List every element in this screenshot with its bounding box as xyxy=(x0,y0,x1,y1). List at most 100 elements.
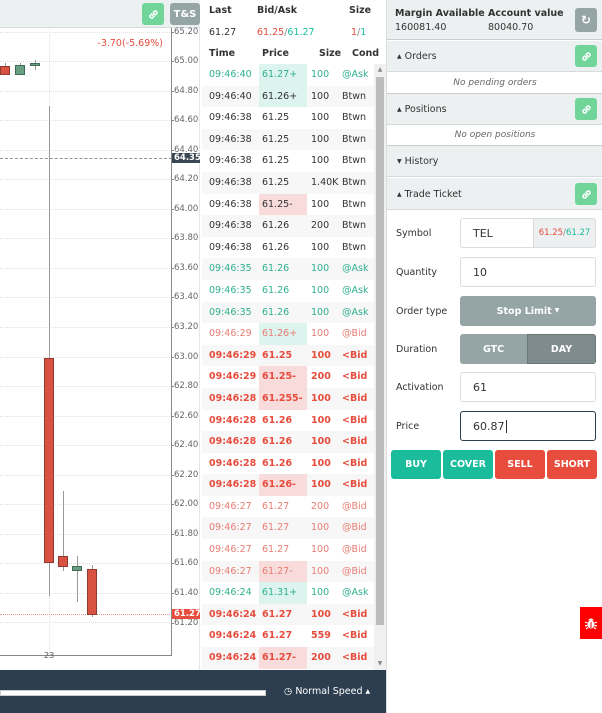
ts-size: 100 xyxy=(311,284,330,296)
ts-time: 09:46:28 xyxy=(209,457,257,469)
trade-ticket-section-header[interactable]: ▲ Trade Ticket xyxy=(387,178,602,210)
ts-row: 09:46:35 61.26 100 @Ask xyxy=(202,258,374,280)
col-price: Price xyxy=(262,48,289,59)
ts-size: 200 xyxy=(311,652,331,664)
ts-row: 09:46:38 61.25- 100 Btwn xyxy=(202,193,374,216)
ts-cond: <Bid xyxy=(342,436,368,448)
orders-section-header[interactable]: ▲ Orders xyxy=(387,41,602,72)
ts-price: 61.27+ xyxy=(259,64,307,86)
time-and-sales-button[interactable]: T&S xyxy=(170,3,200,25)
duration-gtc-button[interactable]: GTC xyxy=(460,334,527,364)
quote-header: Last Bid/Ask Size 61.27 61.25/61.27 1/1 xyxy=(200,0,386,44)
short-button[interactable]: SHORT xyxy=(547,450,597,479)
playback-progress[interactable] xyxy=(0,690,266,696)
scroll-thumb[interactable] xyxy=(376,77,384,625)
size-label: Size xyxy=(349,5,372,16)
ts-time: 09:46:35 xyxy=(209,306,252,318)
ts-cond: <Bid xyxy=(342,479,368,491)
caret-down-icon: ▼ xyxy=(397,158,402,165)
ts-row: 09:46:24 61.27- 200 <Bid xyxy=(202,647,374,669)
price-input[interactable]: 60.87 xyxy=(460,411,596,441)
ts-size: 100 xyxy=(311,587,330,599)
last-price-line xyxy=(0,614,171,615)
account-panel: Margin Available 160081.40 Account value… xyxy=(386,0,602,713)
bug-report-button[interactable] xyxy=(580,607,602,639)
ts-time: 09:46:29 xyxy=(209,328,252,340)
ts-cond: @Ask xyxy=(342,587,369,599)
ts-price: 61.255- xyxy=(259,387,307,410)
ts-time: 09:46:24 xyxy=(209,587,252,599)
x-axis-tick: 23 xyxy=(44,651,55,660)
ts-price: 61.27 xyxy=(262,522,290,534)
ts-column-headers: Time Price Size Cond xyxy=(200,44,380,64)
ts-size: 100 xyxy=(311,522,330,534)
ts-size: 100 xyxy=(311,198,330,210)
ts-cond: @Bid xyxy=(342,522,367,534)
ts-table[interactable]: 09:46:40 61.27+ 100 @Ask 09:46:40 61.26+ 100 Bt… xyxy=(202,64,374,670)
ts-row: 09:46:27 61.27- 100 @Bid xyxy=(202,560,374,583)
cover-button[interactable]: COVER xyxy=(443,450,493,479)
ts-price: 61.27 xyxy=(262,500,290,512)
positions-link-button[interactable] xyxy=(575,98,597,120)
bid-ask-label: Bid/Ask xyxy=(257,5,298,16)
order-type-dropdown[interactable]: Stop Limit ▼ xyxy=(460,296,596,326)
ts-price: 61.27 xyxy=(262,544,290,556)
trade-ticket-link-button[interactable] xyxy=(575,183,597,205)
ts-row: 09:46:24 61.27 100 <Bid xyxy=(202,603,374,626)
quantity-input[interactable]: 10 xyxy=(460,257,596,287)
ts-row: 09:46:38 61.25 100 Btwn xyxy=(202,128,374,151)
symbol-input[interactable]: TEL xyxy=(460,218,534,248)
positions-empty-message: No open positions xyxy=(387,125,602,146)
col-cond: Cond xyxy=(352,48,380,59)
ts-price: 61.26 xyxy=(262,220,290,232)
ts-size: 100 xyxy=(311,133,330,145)
caret-up-icon: ▲ xyxy=(365,688,371,695)
sell-button[interactable]: SELL xyxy=(495,450,545,479)
ts-cond: @Bid xyxy=(342,500,367,512)
symbol-quote: 61.25/61.27 xyxy=(533,218,596,248)
refresh-icon: ↻ xyxy=(580,13,592,27)
scroll-up-arrow-icon[interactable]: ▲ xyxy=(377,66,383,73)
ts-size: 100 xyxy=(311,608,331,620)
text-cursor xyxy=(505,419,507,433)
positions-section-header[interactable]: ▲ Positions xyxy=(387,94,602,125)
ts-cond: @Ask xyxy=(342,306,369,318)
link-icon xyxy=(148,9,158,19)
price-change-label: -3.70(-5.69%) xyxy=(97,38,163,49)
ts-time: 09:46:28 xyxy=(209,414,257,426)
ts-cond: Btwn xyxy=(342,133,367,145)
orders-link-button[interactable] xyxy=(575,45,597,67)
ts-cond: <Bid xyxy=(342,630,368,642)
activation-input[interactable]: 61 xyxy=(460,372,596,402)
ts-time: 09:46:24 xyxy=(209,608,257,620)
refresh-button[interactable]: ↻ xyxy=(575,8,597,32)
ts-row: 09:46:38 61.26 200 Btwn xyxy=(202,215,374,237)
ts-price: 61.25- xyxy=(259,193,307,216)
duration-day-button[interactable]: DAY xyxy=(527,334,596,364)
high-price-tag: 64.35 xyxy=(172,153,203,163)
chart-link-button[interactable] xyxy=(142,3,164,25)
orders-empty-message: No pending orders xyxy=(387,72,602,94)
ts-row: 09:46:24 61.27 559 <Bid xyxy=(202,625,374,647)
ts-price: 61.26 xyxy=(262,284,290,296)
speed-dropdown[interactable]: ◷ Normal Speed ▲ xyxy=(284,686,371,697)
ts-row: 09:46:28 61.255- 100 <Bid xyxy=(202,387,374,410)
ts-time: 09:46:24 xyxy=(209,652,257,664)
candlestick-chart[interactable]: -3.70(-5.69%) xyxy=(0,28,172,656)
ts-row: 09:46:29 61.26+ 100 @Bid xyxy=(202,323,374,345)
scroll-down-arrow-icon[interactable]: ▼ xyxy=(377,660,383,667)
ts-row: 09:46:28 61.26 100 <Bid xyxy=(202,410,374,432)
ts-size: 100 xyxy=(311,69,330,80)
ts-scrollbar[interactable]: ▲ ▼ xyxy=(374,64,386,670)
ts-time: 09:46:35 xyxy=(209,263,252,275)
duration-label: Duration xyxy=(396,344,438,355)
ts-size: 100 xyxy=(311,349,331,361)
ts-row: 09:46:27 61.27 200 @Bid xyxy=(202,496,374,518)
history-section-header[interactable]: ▼ History xyxy=(387,146,602,177)
ts-time: 09:46:27 xyxy=(209,500,252,512)
ts-size: 100 xyxy=(311,544,330,556)
ts-time: 09:46:38 xyxy=(209,198,252,210)
order-actions: BUY COVER SELL SHORT xyxy=(391,450,597,479)
buy-button[interactable]: BUY xyxy=(391,450,441,479)
